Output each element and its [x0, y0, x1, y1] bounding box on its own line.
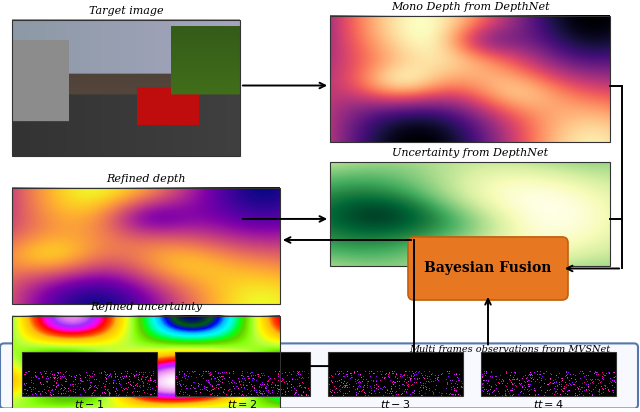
FancyBboxPatch shape	[408, 237, 568, 300]
Text: $t t − 3$: $t t − 3$	[380, 398, 411, 410]
Text: Refined depth: Refined depth	[106, 174, 186, 184]
Text: $t t − 1$: $t t − 1$	[74, 398, 105, 410]
Text: Bayesian Fusion: Bayesian Fusion	[424, 262, 552, 276]
Bar	[481, 352, 616, 396]
Bar	[12, 20, 240, 156]
Bar	[330, 162, 610, 265]
Bar	[175, 352, 310, 396]
FancyBboxPatch shape	[0, 344, 638, 408]
Text: Uncertainty from DepthNet: Uncertainty from DepthNet	[392, 148, 548, 158]
Text: Multi frames observations from MVSNet: Multi frames observations from MVSNet	[410, 345, 611, 354]
Text: Mono Depth from DepthNet: Mono Depth from DepthNet	[390, 2, 549, 12]
Text: Target image: Target image	[89, 6, 163, 16]
Text: Refined uncertainty: Refined uncertainty	[90, 302, 202, 312]
Text: $t t = 2$: $t t = 2$	[227, 398, 258, 410]
Bar	[330, 16, 610, 142]
Bar	[12, 316, 280, 412]
Bar	[328, 352, 463, 396]
Bar	[22, 352, 157, 396]
Bar	[12, 187, 280, 304]
Text: $t t = 4$: $t t = 4$	[533, 398, 564, 410]
